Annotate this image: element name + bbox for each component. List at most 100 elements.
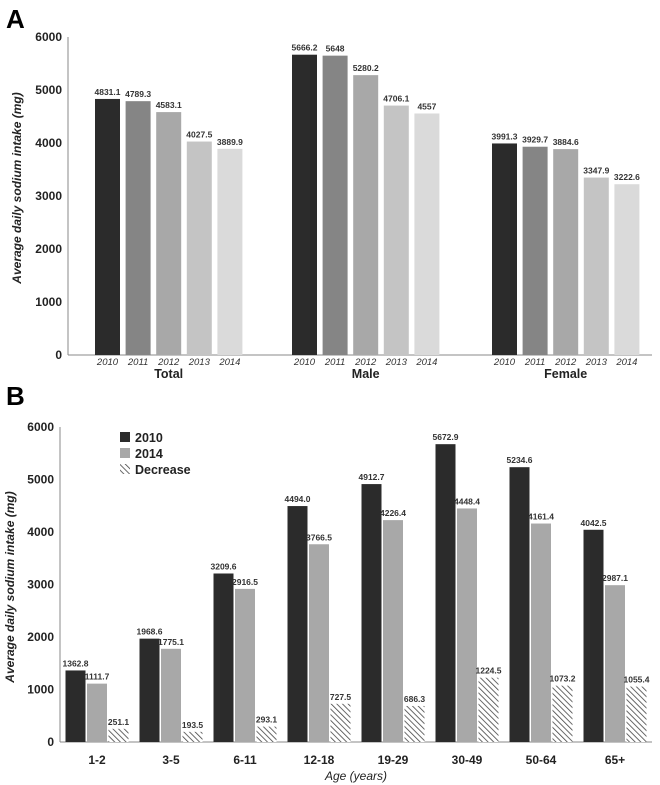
a-data-label: 3884.6	[553, 137, 579, 147]
b-bar	[108, 728, 129, 742]
a-data-label: 5648	[326, 44, 345, 54]
a-y-tick-label: 0	[55, 348, 62, 362]
panel-b-legend: 2010 2014 Decrease	[120, 431, 191, 477]
b-category-label: 65+	[605, 753, 625, 767]
b-data-label: 4448.4	[454, 496, 480, 506]
b-data-label: 3766.5	[306, 532, 332, 542]
a-data-label: 3347.9	[583, 166, 609, 176]
a-data-label: 3991.3	[492, 131, 518, 141]
b-data-label: 727.5	[330, 692, 352, 702]
b-y-tick-label: 3000	[27, 578, 54, 592]
a-year-label: 2011	[324, 357, 345, 368]
b-bar	[552, 685, 573, 742]
b-y-tick-label: 4000	[27, 525, 54, 539]
b-bar	[87, 683, 107, 742]
a-bar	[322, 55, 348, 355]
legend-label: 2010	[135, 431, 163, 445]
b-y-tick-label: 2000	[27, 630, 54, 644]
a-data-label: 4789.3	[125, 89, 151, 99]
b-data-label: 4042.5	[581, 518, 607, 528]
b-data-label: 251.1	[108, 717, 130, 727]
a-group-label: Female	[544, 367, 587, 381]
b-bar	[509, 467, 530, 742]
a-y-tick-label: 3000	[35, 189, 62, 203]
a-bar	[553, 149, 579, 355]
a-bar	[522, 146, 548, 355]
legend-label: 2014	[135, 447, 163, 461]
a-bar	[292, 54, 317, 355]
b-category-label: 3-5	[162, 753, 180, 767]
a-data-label: 4583.1	[156, 100, 182, 110]
a-data-label: 4831.1	[95, 87, 121, 97]
a-group-label: Total	[154, 367, 183, 381]
a-year-label: 2011	[524, 357, 545, 368]
a-year-label: 2014	[615, 357, 637, 368]
panel-b-letter: B	[6, 381, 25, 411]
a-bar	[353, 75, 379, 355]
a-year-label: 2012	[354, 357, 377, 368]
b-bar	[213, 573, 234, 742]
b-data-label: 1055.4	[624, 675, 650, 685]
a-y-tick-label: 1000	[35, 295, 62, 309]
b-data-label: 1362.8	[63, 658, 89, 668]
b-bar	[256, 726, 277, 742]
a-year-label: 2012	[157, 357, 180, 368]
b-data-label: 4912.7	[359, 472, 385, 482]
b-data-label: 5234.6	[507, 455, 533, 465]
b-bar	[235, 588, 255, 742]
b-data-label: 4494.0	[285, 494, 311, 504]
b-y-tick-label: 0	[47, 735, 54, 749]
a-data-label: 5666.2	[292, 43, 318, 53]
a-data-label: 3929.7	[522, 135, 548, 145]
a-group-label: Male	[352, 367, 380, 381]
b-bar	[583, 529, 604, 742]
a-year-label: 2013	[585, 357, 608, 368]
panel-b-x-axis-label: Age (years)	[324, 769, 387, 783]
b-data-label: 2916.5	[232, 577, 258, 587]
b-bar	[330, 703, 351, 742]
b-y-tick-label: 6000	[27, 420, 54, 434]
a-year-label: 2014	[218, 357, 240, 368]
a-year-label: 2011	[127, 357, 148, 368]
panel-b-y-axis-label: Average daily sodium intake (mg)	[3, 491, 17, 683]
legend-label: Decrease	[135, 463, 191, 477]
a-y-tick-label: 5000	[35, 83, 62, 97]
a-bar	[125, 101, 151, 355]
b-bar	[626, 686, 647, 742]
b-data-label: 1073.2	[550, 674, 576, 684]
a-bar	[186, 141, 212, 355]
panel-a-chart: A Average daily sodium intake (mg) 0 1000…	[6, 4, 652, 381]
a-data-label: 3222.6	[614, 172, 640, 182]
b-bar	[435, 444, 456, 742]
b-data-label: 686.3	[404, 694, 426, 704]
a-bar	[156, 112, 182, 355]
a-year-label: 2013	[188, 357, 211, 368]
b-bar	[404, 705, 425, 742]
a-bar	[383, 105, 409, 356]
b-data-label: 1775.1	[158, 637, 184, 647]
a-year-label: 2010	[493, 357, 516, 368]
b-data-label: 1968.6	[137, 627, 163, 637]
b-data-label: 1111.7	[85, 672, 110, 682]
b-data-label: 2987.1	[602, 573, 628, 583]
legend-swatch	[120, 448, 130, 458]
a-bar	[614, 184, 640, 355]
a-year-label: 2010	[293, 357, 316, 368]
b-bar	[361, 484, 382, 742]
a-y-tick-label: 4000	[35, 136, 62, 150]
b-category-label: 1-2	[88, 753, 106, 767]
a-data-label: 4027.5	[186, 130, 212, 140]
b-bar	[383, 520, 403, 742]
a-year-label: 2013	[385, 357, 408, 368]
b-bar	[161, 648, 181, 742]
b-category-label: 12-18	[304, 753, 335, 767]
a-y-tick-label: 6000	[35, 30, 62, 44]
b-bar	[139, 638, 160, 742]
b-bar	[457, 508, 477, 742]
a-year-label: 2014	[415, 357, 437, 368]
a-data-label: 3889.9	[217, 137, 243, 147]
panel-b-chart: B Average daily sodium intake (mg) 0 1000…	[3, 381, 652, 783]
a-bar	[492, 143, 517, 355]
a-bar	[95, 98, 120, 356]
